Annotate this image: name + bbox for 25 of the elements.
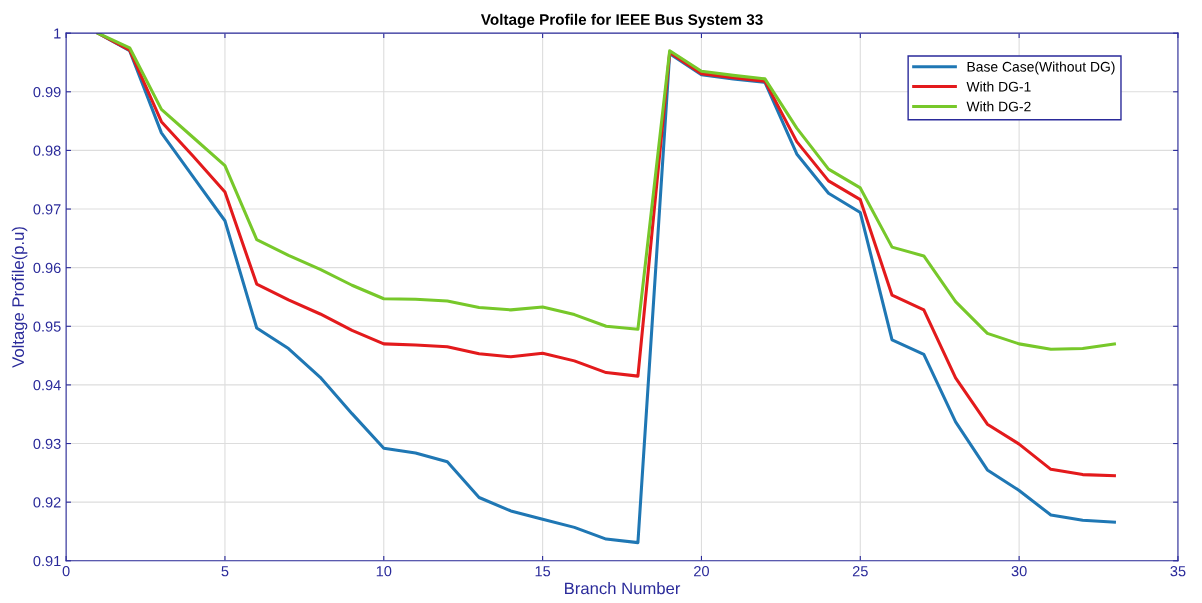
x-tick-label: 30 <box>1011 566 1027 577</box>
x-tick-label: 25 <box>852 566 868 577</box>
x-tick-label: 0 <box>62 566 70 577</box>
x-tick-label: 15 <box>535 566 551 577</box>
legend-label: With DG-2 <box>966 101 1031 112</box>
line-series <box>96 33 1116 351</box>
x-tick-label: 20 <box>694 566 709 577</box>
y-axis-title: Voltage Profile(p.u) <box>11 227 28 368</box>
y-tick-label: 0.92 <box>33 497 61 508</box>
y-tick-label: 0.97 <box>33 204 61 215</box>
y-tick-label: 0.95 <box>33 321 61 332</box>
y-tick-label: 0.94 <box>33 380 61 391</box>
x-tick-label: 10 <box>376 566 392 577</box>
y-tick-label: 0.98 <box>33 145 61 156</box>
x-axis-title: Branch Number <box>565 582 681 595</box>
legend-label: With DG-1 <box>966 81 1031 92</box>
legend-label: Base Case(Without DG) <box>967 61 1115 75</box>
y-tick-label: 0.93 <box>33 438 61 449</box>
y-tick-label: 0.96 <box>33 262 61 274</box>
y-tick-label: 0.99 <box>33 86 61 98</box>
x-tick-label: 5 <box>221 566 229 577</box>
y-tick-label: 1 <box>54 28 61 39</box>
y-tick-label: 0.91 <box>33 555 61 567</box>
chart-title: Voltage Profile for IEEE Bus System 33 <box>480 13 763 29</box>
x-tick-label: 35 <box>1170 566 1186 577</box>
